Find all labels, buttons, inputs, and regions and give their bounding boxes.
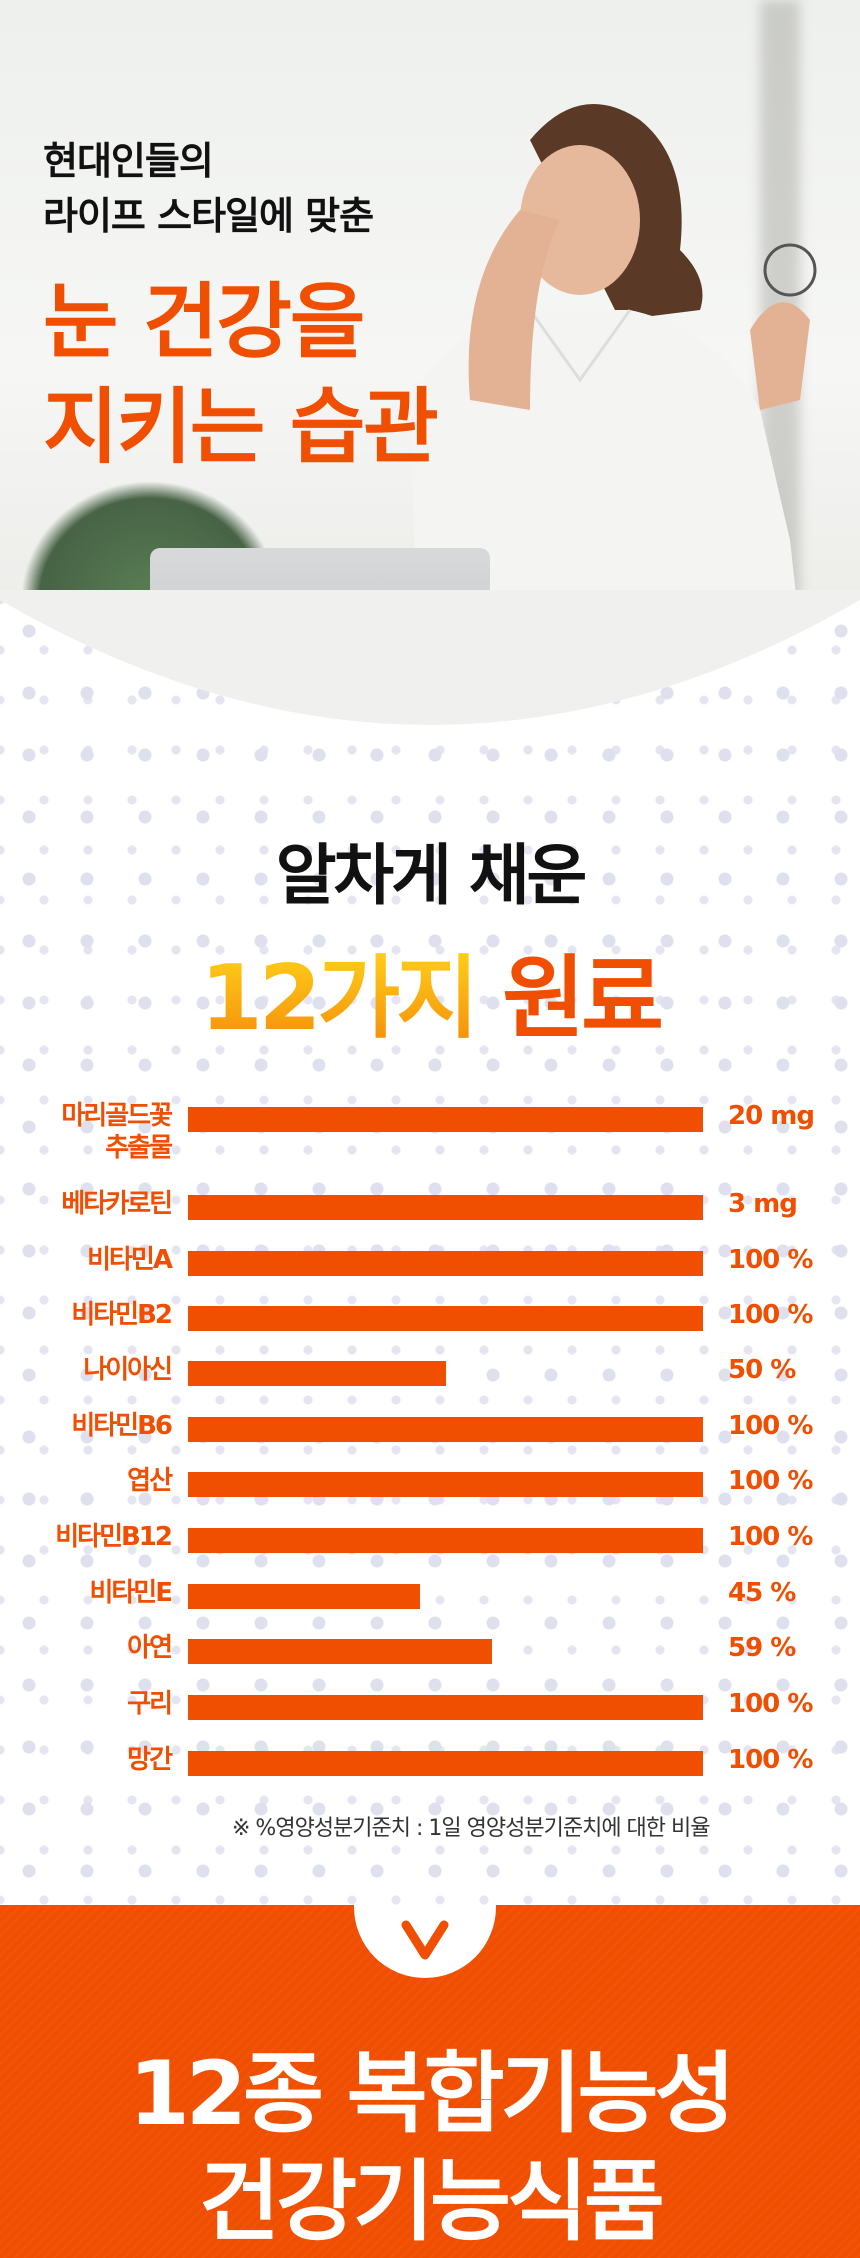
section-subtitle: 12가지 원료 <box>0 925 860 1055</box>
bar <box>188 1584 420 1609</box>
bar-row: 나이아신 50 % <box>0 1354 860 1394</box>
bottom-line-1: 12종 복합기능성 <box>128 2042 736 2145</box>
bar <box>188 1107 703 1132</box>
bar <box>188 1195 703 1220</box>
subtitle-highlight: 12가지 <box>200 946 479 1051</box>
bar-value-label: 3 mg <box>728 1189 798 1219</box>
bar-row: 비타민B12 100 % <box>0 1521 860 1561</box>
bar-value-label: 45 % <box>728 1578 796 1608</box>
bar-row: 엽산 100 % <box>0 1465 860 1505</box>
bar <box>188 1306 703 1331</box>
bar <box>188 1639 492 1664</box>
bar-label: 아연 <box>127 1633 173 1663</box>
bar-label: 비타민B6 <box>71 1411 173 1441</box>
bar-row: 비타민B6 100 % <box>0 1410 860 1450</box>
bottom-banner: 12종 복합기능성 건강기능식품 <box>0 1905 860 2258</box>
bar-row: 비타민B2 100 % <box>0 1299 860 1339</box>
bar-label: 나이아신 <box>83 1355 173 1385</box>
bar-label: 망간 <box>127 1745 173 1775</box>
hero-curve <box>0 590 860 725</box>
bar <box>188 1472 703 1497</box>
bar-label: 베타카로틴 <box>61 1189 173 1219</box>
bar-value-label: 20 mg <box>728 1101 815 1131</box>
bar <box>188 1251 703 1276</box>
bar-value-label: 59 % <box>728 1633 796 1663</box>
bar-label: 엽산 <box>127 1466 173 1496</box>
scroll-down-tab[interactable] <box>354 1905 496 1978</box>
bar-value-label: 100 % <box>728 1689 813 1719</box>
footnote: ※ %영양성분기준치 : 1일 영양성분기준치에 대한 비율 <box>232 1816 711 1841</box>
bar-value-label: 100 % <box>728 1245 813 1275</box>
bar-label: 비타민E <box>89 1578 173 1608</box>
bar-value-label: 50 % <box>728 1355 796 1385</box>
bottom-line-2: 건강기능식품 <box>199 2150 665 2253</box>
bar <box>188 1417 703 1442</box>
bar-value-label: 100 % <box>728 1466 813 1496</box>
hero-line-2: 라이프 스타일에 맞춘 <box>43 194 374 238</box>
bar-value-label: 100 % <box>728 1411 813 1441</box>
bar-row: 아연 59 % <box>0 1632 860 1672</box>
subtitle-rest: 원료 <box>502 946 664 1051</box>
hero-line-1: 현대인들의 <box>43 139 214 183</box>
hero-headline-1: 눈 건강을 <box>43 275 365 370</box>
bar-row: 비타민E 45 % <box>0 1577 860 1617</box>
bar-row: 구리 100 % <box>0 1688 860 1728</box>
bar-row: 마리골드꽃 추출물 20 mg <box>0 1100 860 1163</box>
bar-value-label: 100 % <box>728 1522 813 1552</box>
bar-label: 구리 <box>127 1689 173 1719</box>
chevron-down-icon <box>401 1920 449 1960</box>
bar <box>188 1361 446 1386</box>
bar-row: 망간 100 % <box>0 1744 860 1784</box>
bar-label: 비타민B2 <box>71 1300 173 1330</box>
bar <box>188 1528 703 1553</box>
bar <box>188 1695 703 1720</box>
bar-row: 비타민A 100 % <box>0 1244 860 1284</box>
section-title: 알차게 채운 <box>275 837 588 914</box>
bar-label: 비타민B12 <box>55 1522 173 1552</box>
bar <box>188 1751 703 1776</box>
hero-headline-2: 지키는 습관 <box>43 380 439 475</box>
bar-row: 베타카로틴 3 mg <box>0 1188 860 1228</box>
bar-label: 비타민A <box>87 1245 173 1275</box>
bar-value-label: 100 % <box>728 1300 813 1330</box>
bar-label: 마리골드꽃 추출물 <box>61 1101 173 1163</box>
bar-value-label: 100 % <box>728 1745 813 1775</box>
dot-pattern-background <box>0 600 860 1910</box>
